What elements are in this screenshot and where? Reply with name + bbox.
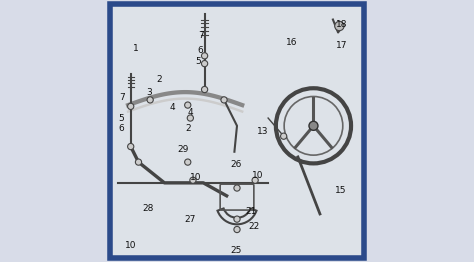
Text: 21: 21 <box>246 207 257 216</box>
Text: 7: 7 <box>198 31 204 40</box>
Text: 2: 2 <box>156 75 162 84</box>
Text: 6: 6 <box>119 124 125 133</box>
Circle shape <box>234 226 240 233</box>
Circle shape <box>187 115 193 121</box>
Text: 10: 10 <box>252 171 264 179</box>
Circle shape <box>147 97 153 103</box>
FancyBboxPatch shape <box>110 4 364 258</box>
Circle shape <box>190 177 196 183</box>
Circle shape <box>201 86 208 93</box>
Text: 3: 3 <box>146 88 152 97</box>
Text: 10: 10 <box>190 173 201 182</box>
Circle shape <box>136 159 142 165</box>
Circle shape <box>128 103 134 110</box>
Text: 26: 26 <box>230 160 241 169</box>
Text: 27: 27 <box>185 215 196 224</box>
Text: 18: 18 <box>336 20 348 29</box>
Text: 28: 28 <box>142 204 153 213</box>
Text: 5: 5 <box>195 57 201 66</box>
Circle shape <box>185 159 191 165</box>
Circle shape <box>281 133 287 139</box>
Circle shape <box>201 53 208 59</box>
Text: 6: 6 <box>198 46 204 55</box>
Text: 22: 22 <box>248 222 259 231</box>
Text: 2: 2 <box>185 124 191 133</box>
Circle shape <box>128 143 134 150</box>
Circle shape <box>201 61 208 67</box>
Circle shape <box>252 177 258 183</box>
Circle shape <box>185 102 191 108</box>
Text: 4: 4 <box>188 108 193 117</box>
Text: 5: 5 <box>119 113 125 123</box>
Text: 25: 25 <box>230 246 241 255</box>
Text: 13: 13 <box>257 127 269 135</box>
Text: 15: 15 <box>335 186 346 195</box>
Circle shape <box>221 97 227 103</box>
Text: 4: 4 <box>169 103 175 112</box>
Text: 1: 1 <box>133 43 139 53</box>
Text: 7: 7 <box>119 93 125 102</box>
Circle shape <box>234 185 240 191</box>
Circle shape <box>309 121 318 130</box>
Text: 17: 17 <box>336 41 348 50</box>
Text: 16: 16 <box>286 38 297 47</box>
Text: 29: 29 <box>177 145 188 154</box>
Circle shape <box>335 21 344 31</box>
Circle shape <box>234 216 240 222</box>
Text: 10: 10 <box>125 241 137 250</box>
